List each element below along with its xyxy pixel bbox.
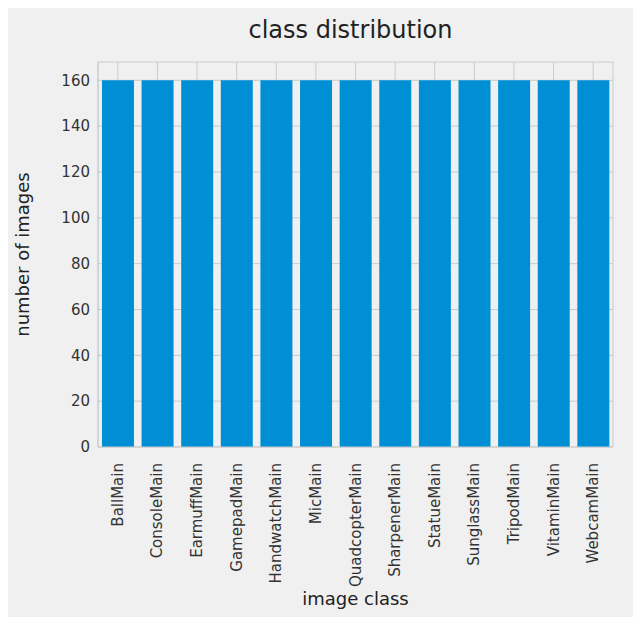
svg-text:number of images: number of images — [12, 172, 33, 337]
svg-text:60: 60 — [71, 301, 90, 319]
svg-text:140: 140 — [61, 117, 90, 135]
svg-text:20: 20 — [71, 392, 90, 410]
svg-text:120: 120 — [61, 163, 90, 181]
html-text:class distribution: class distribution — [248, 16, 453, 44]
svg-text:EarmuffMain: EarmuffMain — [188, 463, 206, 558]
svg-text:SunglassMain: SunglassMain — [465, 463, 483, 566]
svg-text:40: 40 — [71, 347, 90, 365]
svg-text:MicMain: MicMain — [307, 463, 325, 524]
svg-text:HandwatchMain: HandwatchMain — [267, 463, 285, 583]
svg-text:WebcamMain: WebcamMain — [584, 463, 602, 564]
svg-text:image class: image class — [302, 588, 408, 609]
svg-text:ConsoleMain: ConsoleMain — [148, 463, 166, 558]
svg-text:100: 100 — [61, 209, 90, 227]
svg-text:VitaminMain: VitaminMain — [545, 463, 563, 556]
svg-text:QuadcopterMain: QuadcopterMain — [347, 463, 365, 587]
svg-text:TripodMain: TripodMain — [505, 463, 523, 545]
svg-text:SharpenerMain: SharpenerMain — [386, 463, 404, 577]
svg-text:160: 160 — [61, 72, 90, 90]
svg-text:GamepadMain: GamepadMain — [228, 463, 246, 572]
svg-text:StatueMain: StatueMain — [426, 463, 444, 548]
svg-text:0: 0 — [80, 438, 90, 456]
svg-text:BallMain: BallMain — [109, 463, 127, 527]
svg-text:80: 80 — [71, 255, 90, 273]
